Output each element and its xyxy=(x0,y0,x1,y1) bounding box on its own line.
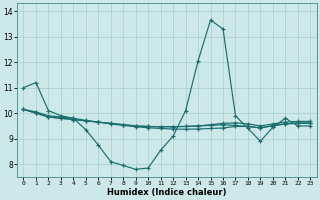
X-axis label: Humidex (Indice chaleur): Humidex (Indice chaleur) xyxy=(107,188,227,197)
